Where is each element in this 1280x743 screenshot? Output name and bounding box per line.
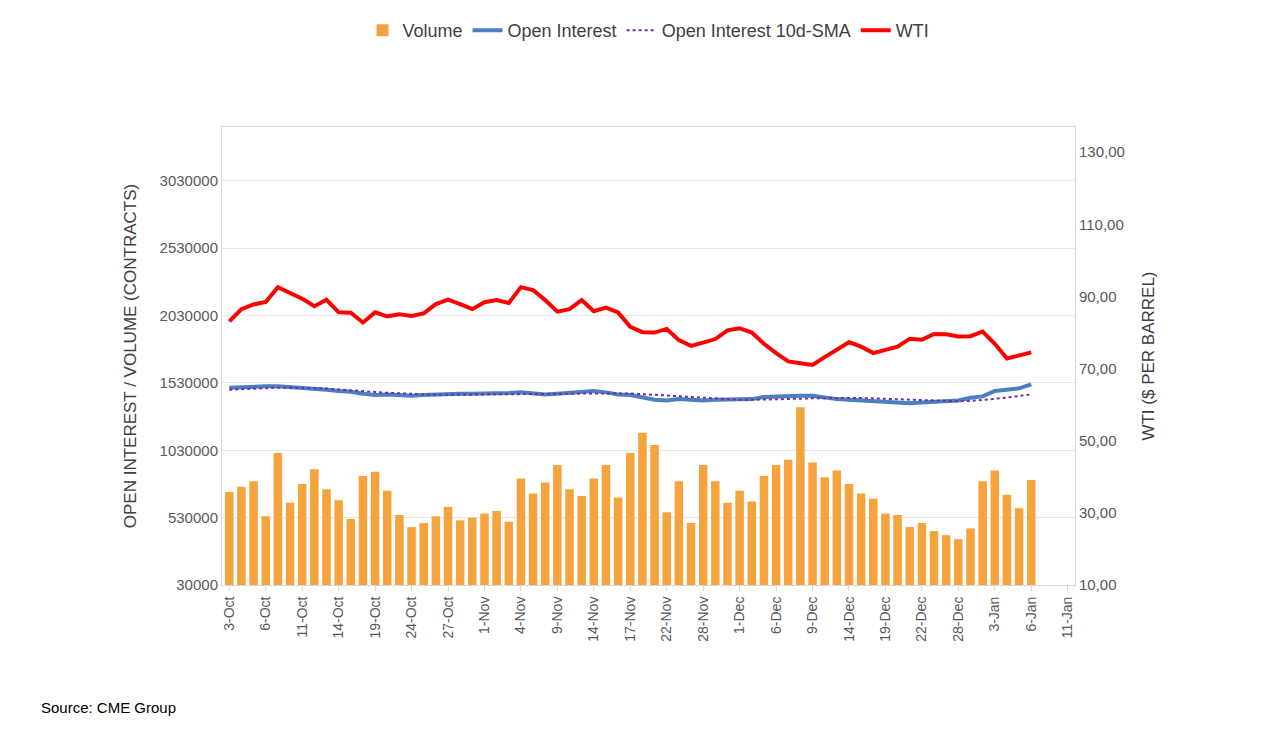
svg-text:1030000: 1030000 [160,442,218,459]
svg-text:19-Dec: 19-Dec [877,597,893,642]
svg-text:11-Jan: 11-Jan [1059,597,1075,639]
svg-text:6-Oct: 6-Oct [257,596,273,630]
svg-text:19-Oct: 19-Oct [367,596,383,638]
svg-text:110,00: 110,00 [1079,216,1124,233]
svg-text:27-Oct: 27-Oct [440,596,456,638]
svg-text:9-Nov: 9-Nov [549,597,565,634]
svg-text:2530000: 2530000 [160,239,218,256]
svg-text:9-Dec: 9-Dec [804,597,820,634]
svg-text:3030000: 3030000 [160,172,218,189]
svg-text:22-Nov: 22-Nov [658,597,674,642]
svg-text:3-Jan: 3-Jan [986,597,1002,632]
svg-text:28-Dec: 28-Dec [950,597,966,642]
svg-text:30,00: 30,00 [1079,504,1117,521]
svg-text:Open Interest 10d-SMA: Open Interest 10d-SMA [662,21,851,41]
svg-text:17-Nov: 17-Nov [622,597,638,642]
svg-text:24-Oct: 24-Oct [403,596,419,638]
svg-text:28-Nov: 28-Nov [695,597,711,642]
svg-text:2030000: 2030000 [160,307,218,324]
svg-text:1530000: 1530000 [160,374,218,391]
svg-text:WTI ($ PER BARREL): WTI ($ PER BARREL) [1139,271,1158,440]
svg-text:WTI: WTI [896,21,929,41]
svg-text:530000: 530000 [168,509,218,526]
svg-text:6-Jan: 6-Jan [1023,597,1039,632]
svg-text:50,00: 50,00 [1079,432,1117,449]
svg-text:Open Interest: Open Interest [508,21,617,41]
svg-text:3-Oct: 3-Oct [221,596,237,630]
svg-text:14-Nov: 14-Nov [585,597,601,642]
svg-text:1-Nov: 1-Nov [476,597,492,634]
svg-text:Volume: Volume [403,21,463,41]
svg-text:130,00: 130,00 [1079,143,1125,160]
svg-text:Source: CME Group: Source: CME Group [41,699,176,716]
svg-text:1-Dec: 1-Dec [731,597,747,634]
svg-text:14-Dec: 14-Dec [841,597,857,642]
svg-text:10,00: 10,00 [1079,576,1117,593]
svg-text:90,00: 90,00 [1079,288,1117,305]
svg-text:22-Dec: 22-Dec [913,597,929,642]
svg-text:6-Dec: 6-Dec [768,597,784,634]
svg-text:70,00: 70,00 [1079,360,1117,377]
svg-text:30000: 30000 [176,576,218,593]
svg-text:4-Nov: 4-Nov [512,597,528,634]
svg-text:OPEN INTEREST / VOLUME (CONTRA: OPEN INTEREST / VOLUME (CONTRACTS) [121,184,140,528]
svg-text:11-Oct: 11-Oct [294,596,310,637]
svg-text:14-Oct: 14-Oct [330,596,346,638]
